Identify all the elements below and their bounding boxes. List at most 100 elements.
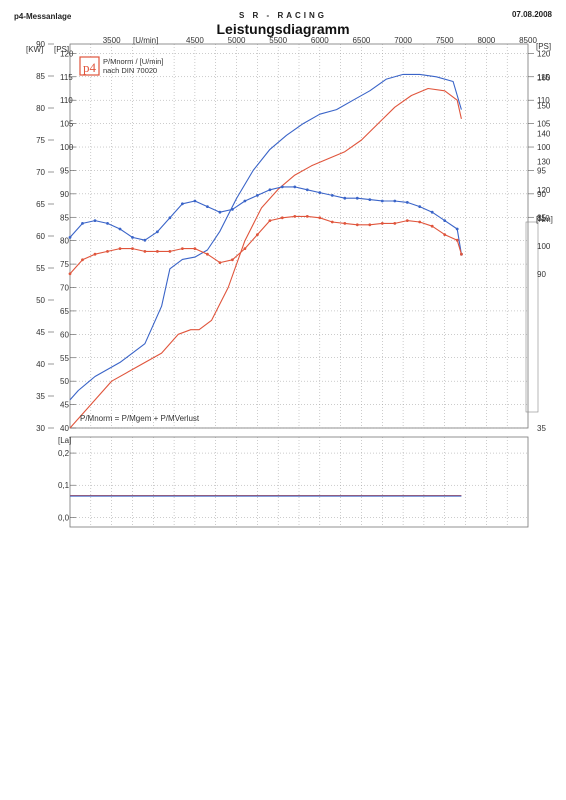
dyno-chart: [KW] [PS] [PS] [Nm] [La] [U/min] 3500 4500 5000 5… <box>26 36 553 528</box>
torque-point-3 <box>430 224 434 228</box>
ps-tick-label: 85 <box>60 213 69 222</box>
torque-point-2 <box>118 227 122 231</box>
torque-point-2 <box>231 208 234 211</box>
nm-tick-label: 35 <box>537 424 546 433</box>
kw-tick-label: 40 <box>36 360 45 369</box>
torque-point-3 <box>106 250 109 253</box>
torque-point-3 <box>143 250 147 253</box>
torque-point-3 <box>443 233 447 237</box>
kw-tick-label: 30 <box>36 424 45 433</box>
ps-tick-label: 90 <box>60 190 69 199</box>
torque-point-3 <box>318 216 322 220</box>
torque-point-3 <box>455 238 459 242</box>
x-tick-label: 4500 <box>186 36 204 45</box>
kw-tick-label: 60 <box>36 232 45 241</box>
torque-point-2 <box>418 205 422 209</box>
legend-line-1: P/Mnorm / [U/min] <box>103 57 163 66</box>
ps-tick-label: 100 <box>60 143 74 152</box>
kw-tick-label: 55 <box>36 264 45 273</box>
torque-point-2 <box>268 188 272 192</box>
main-grid <box>70 44 528 527</box>
ps-tick-label: 110 <box>60 96 73 105</box>
torque-point-3 <box>168 250 172 253</box>
lambda-tick-label: 0,0 <box>58 513 70 522</box>
torque-point-2 <box>280 185 284 189</box>
header-center-label: S R - RACING <box>239 11 327 20</box>
legend-line-2: nach DIN 70020 <box>103 66 157 75</box>
nm-tick-label: 140 <box>537 130 551 139</box>
torque-point-3 <box>131 247 134 251</box>
x-tick-label: 5000 <box>228 36 246 45</box>
series-line-torque-3 <box>69 215 462 275</box>
header-left-label: p4-Messanlage <box>14 12 72 21</box>
ps-right-tick-label: 115 <box>537 73 550 82</box>
torque-point-3 <box>460 252 463 256</box>
kw-tick-label: 65 <box>36 200 45 209</box>
torque-point-2 <box>393 199 397 203</box>
x-tick-label: 7000 <box>394 36 412 45</box>
nm-tick-label: 150 <box>537 102 551 111</box>
torque-point-2 <box>218 210 222 214</box>
ps-right-tick-label: 110 <box>537 96 550 105</box>
series-line-torque-2 <box>69 186 462 255</box>
torque-point-3 <box>181 247 184 251</box>
lambda-plot-frame <box>69 436 529 528</box>
torque-point-2 <box>443 219 447 223</box>
torque-point-3 <box>418 220 422 224</box>
torque-point-2 <box>343 196 347 200</box>
x-tick-label: 3500 <box>103 36 121 45</box>
nm-tick-label: 90 <box>537 270 546 279</box>
nm-axis-bracket <box>525 221 539 413</box>
torque-point-3 <box>380 222 384 225</box>
p4-logo: p4 <box>83 60 97 75</box>
torque-point-2 <box>206 205 209 209</box>
ps-right-tick-label: 105 <box>537 120 551 129</box>
torque-point-3 <box>293 215 297 218</box>
ps-tick-label: 120 <box>60 49 74 58</box>
x-tick-label: 8000 <box>477 36 495 45</box>
chart-title: Leistungsdiagramm <box>216 21 350 37</box>
ps-right-tick-label: 120 <box>537 49 551 58</box>
ps-tick-label: 70 <box>60 284 69 293</box>
kw-axis-label: [KW] <box>26 45 43 54</box>
ps-right-axis-label: [PS] <box>536 42 551 51</box>
kw-tick-label: 90 <box>36 40 45 49</box>
kw-tick-label: 85 <box>36 72 45 81</box>
ps-right-tick-label: 100 <box>537 143 551 152</box>
nm-tick-label: 160 <box>537 74 551 83</box>
torque-point-2 <box>368 198 372 202</box>
torque-point-2 <box>168 216 172 220</box>
torque-point-2 <box>93 219 97 223</box>
torque-point-3 <box>93 252 97 256</box>
torque-point-2 <box>305 188 309 192</box>
torque-point-3 <box>256 233 259 237</box>
nm-tick-label: 130 <box>537 158 551 167</box>
ps-tick-label: 50 <box>60 377 69 386</box>
ps-right-tick-label: 85 <box>537 213 546 222</box>
torque-point-2 <box>355 196 359 200</box>
torque-point-3 <box>218 261 222 264</box>
ps-tick-label: 65 <box>60 307 69 316</box>
torque-point-3 <box>393 222 397 225</box>
torque-point-2 <box>405 201 409 204</box>
torque-point-3 <box>405 219 409 223</box>
torque-point-2 <box>106 222 109 225</box>
torque-point-2 <box>81 222 84 225</box>
torque-point-3 <box>206 252 209 256</box>
x-tick-label: 5500 <box>269 36 287 45</box>
kw-tick-label: 70 <box>36 168 45 177</box>
torque-point-3 <box>231 258 234 262</box>
torque-point-3 <box>305 215 309 218</box>
series-lines <box>68 73 463 497</box>
kw-tick-label: 45 <box>36 328 45 337</box>
ps-tick-label: 80 <box>60 237 69 246</box>
nm-tick-label: 110 <box>537 214 550 223</box>
torque-point-2 <box>293 185 297 189</box>
ps-tick-label: 60 <box>60 330 69 339</box>
torque-point-3 <box>268 219 272 223</box>
ps-tick-label: 55 <box>60 354 69 363</box>
ps-tick-label: 45 <box>60 401 69 410</box>
kw-tick-label: 75 <box>36 136 45 145</box>
torque-point-3 <box>68 272 72 276</box>
torque-point-3 <box>343 222 347 225</box>
